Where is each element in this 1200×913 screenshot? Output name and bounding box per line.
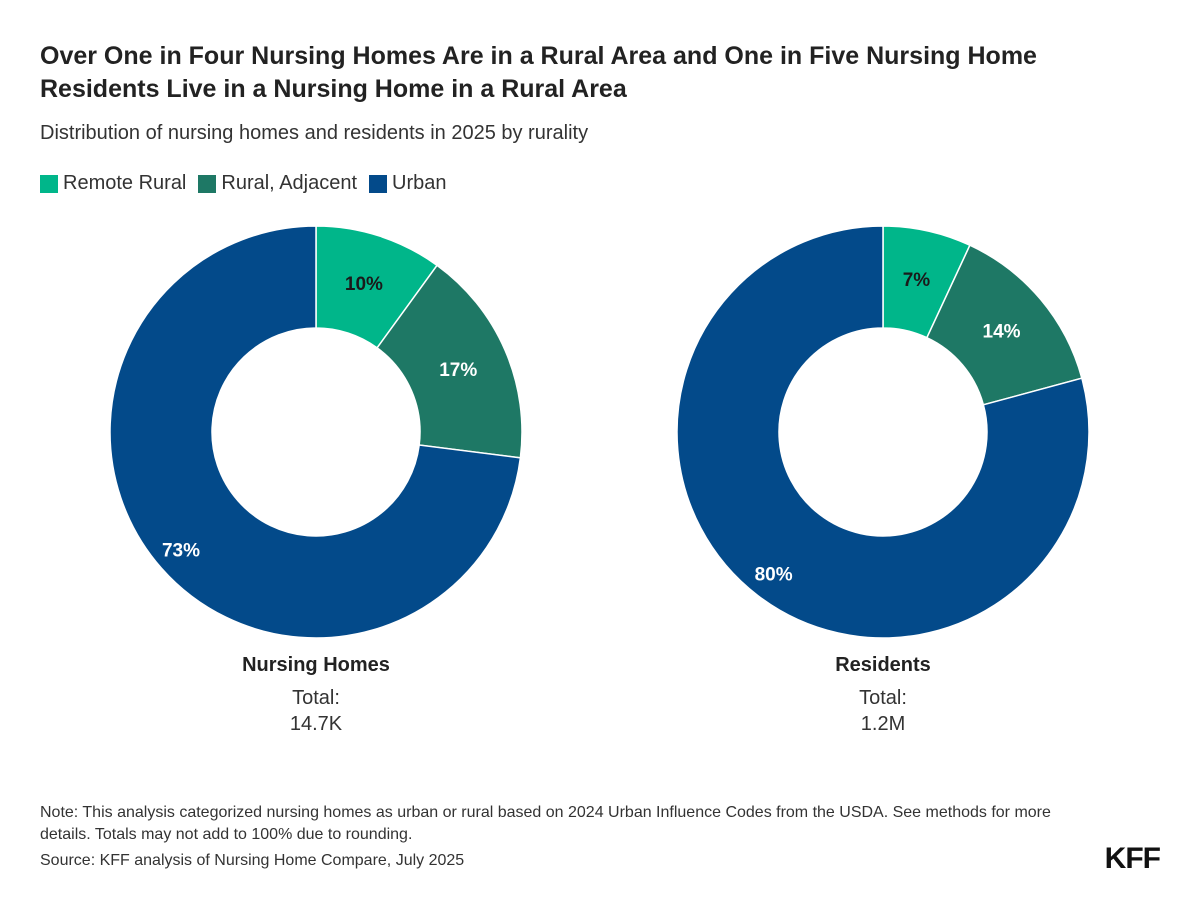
footnote: Note: This analysis categorized nursing … [40, 804, 1051, 843]
legend-label: Remote Rural [63, 172, 187, 194]
chart-caption-nursing-homes: Nursing Homes Total: 14.7K [166, 654, 466, 737]
donut-charts: 10% 17% 73% 7% 14% 80% [109, 225, 1090, 639]
total-label: Total: [292, 687, 340, 709]
legend: Remote Rural Rural, Adjacent Urban [40, 172, 459, 195]
legend-item-rural-adjacent: Rural, Adjacent [198, 172, 357, 195]
legend-swatch-urban [369, 174, 388, 193]
total-label: Total: [859, 687, 907, 709]
slice-data-label: 73% [162, 541, 200, 562]
donut-slice-rural-adjacent [925, 244, 1083, 406]
legend-item-remote-rural: Remote Rural [40, 172, 186, 195]
legend-item-urban: Urban [369, 172, 447, 195]
chart-title: Over One in Four Nursing Homes Are in a … [40, 42, 1037, 103]
legend-label: Rural, Adjacent [221, 172, 358, 194]
slice-data-label: 7% [903, 270, 931, 291]
slice-data-label: 80% [755, 564, 793, 585]
slice-data-label: 17% [439, 360, 477, 381]
chart-caption-residents: Residents Total: 1.2M [733, 654, 1033, 737]
chart-name: Residents [835, 654, 931, 676]
legend-swatch-rural-adjacent [198, 174, 217, 193]
chart-name: Nursing Homes [242, 654, 390, 676]
total-value: 14.7K [289, 713, 343, 735]
source-note: Source: KFF analysis of Nursing Home Com… [40, 852, 465, 869]
total-value: 1.2M [860, 713, 906, 735]
donut-slice-rural-adjacent [376, 264, 523, 459]
slice-data-label: 14% [983, 322, 1021, 343]
kff-logo: KFF [1104, 842, 1161, 875]
donut-slice-urban [676, 225, 1090, 639]
legend-label: Urban [392, 172, 447, 194]
legend-swatch-remote-rural [40, 174, 58, 193]
slice-data-label: 10% [345, 274, 383, 295]
donut-slice-urban [109, 225, 522, 639]
chart-subtitle: Distribution of nursing homes and reside… [40, 122, 589, 144]
